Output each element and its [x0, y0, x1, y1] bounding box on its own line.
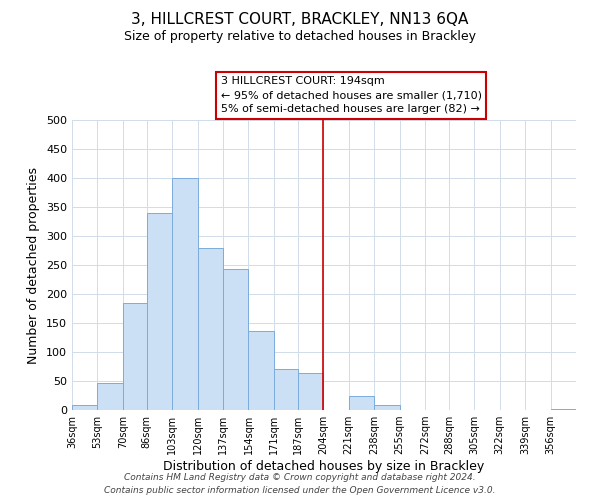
Bar: [248, 330, 274, 410]
Text: 3, HILLCREST COURT, BRACKLEY, NN13 6QA: 3, HILLCREST COURT, BRACKLEY, NN13 6QA: [131, 12, 469, 28]
Bar: [374, 405, 400, 410]
Bar: [551, 409, 576, 410]
Bar: [147, 213, 172, 410]
Bar: [298, 374, 323, 410]
Text: Size of property relative to detached houses in Brackley: Size of property relative to detached ho…: [124, 30, 476, 43]
Bar: [172, 178, 197, 410]
Text: Contains HM Land Registry data © Crown copyright and database right 2024.: Contains HM Land Registry data © Crown c…: [124, 474, 476, 482]
Bar: [223, 269, 248, 410]
Bar: [72, 406, 97, 410]
Bar: [349, 396, 374, 410]
Bar: [123, 302, 147, 410]
Y-axis label: Number of detached properties: Number of detached properties: [28, 166, 40, 364]
Text: Contains public sector information licensed under the Open Government Licence v3: Contains public sector information licen…: [104, 486, 496, 495]
X-axis label: Distribution of detached houses by size in Brackley: Distribution of detached houses by size …: [163, 460, 485, 473]
Bar: [274, 370, 298, 410]
Bar: [197, 248, 223, 410]
Bar: [97, 382, 123, 410]
Text: 3 HILLCREST COURT: 194sqm
← 95% of detached houses are smaller (1,710)
5% of sem: 3 HILLCREST COURT: 194sqm ← 95% of detac…: [221, 76, 482, 114]
